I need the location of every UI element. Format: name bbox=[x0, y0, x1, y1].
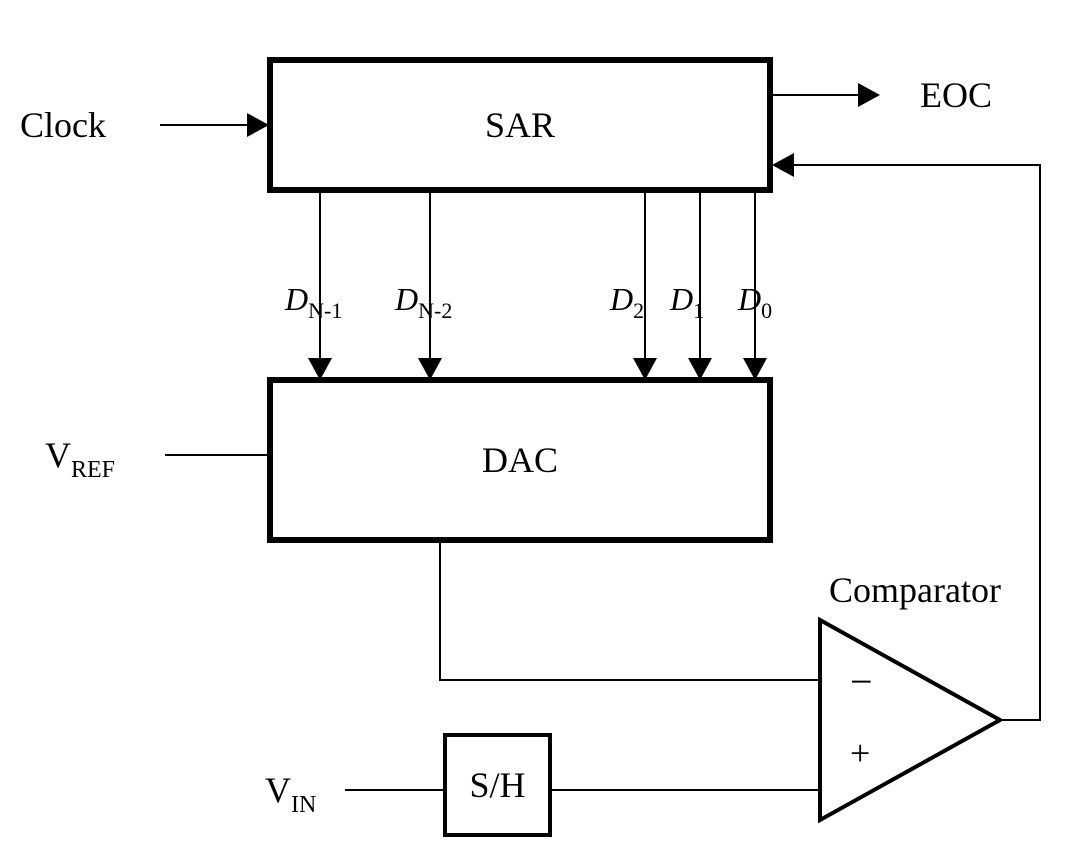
dac-label: DAC bbox=[482, 440, 558, 480]
comparator-minus: − bbox=[850, 659, 873, 704]
eoc-label: EOC bbox=[920, 75, 992, 115]
clock-label: Clock bbox=[20, 105, 106, 145]
comparator-plus: + bbox=[850, 733, 870, 773]
comparator-label: Comparator bbox=[829, 570, 1001, 610]
sar-label: SAR bbox=[485, 105, 555, 145]
sh-label: S/H bbox=[469, 765, 525, 805]
